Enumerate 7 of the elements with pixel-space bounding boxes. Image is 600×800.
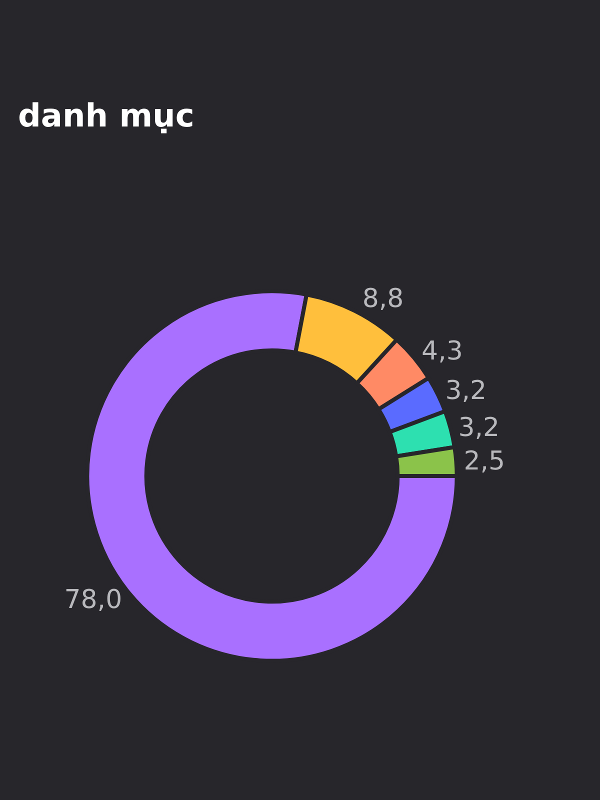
data-label: 2,5: [464, 446, 506, 476]
data-label: 3,2: [445, 376, 487, 406]
chart-title: danh mục: [18, 96, 194, 134]
data-label: 78,0: [64, 584, 122, 615]
data-label: 3,2: [458, 412, 500, 443]
data-label: 8,8: [362, 284, 404, 314]
data-label: 4,3: [422, 336, 463, 367]
